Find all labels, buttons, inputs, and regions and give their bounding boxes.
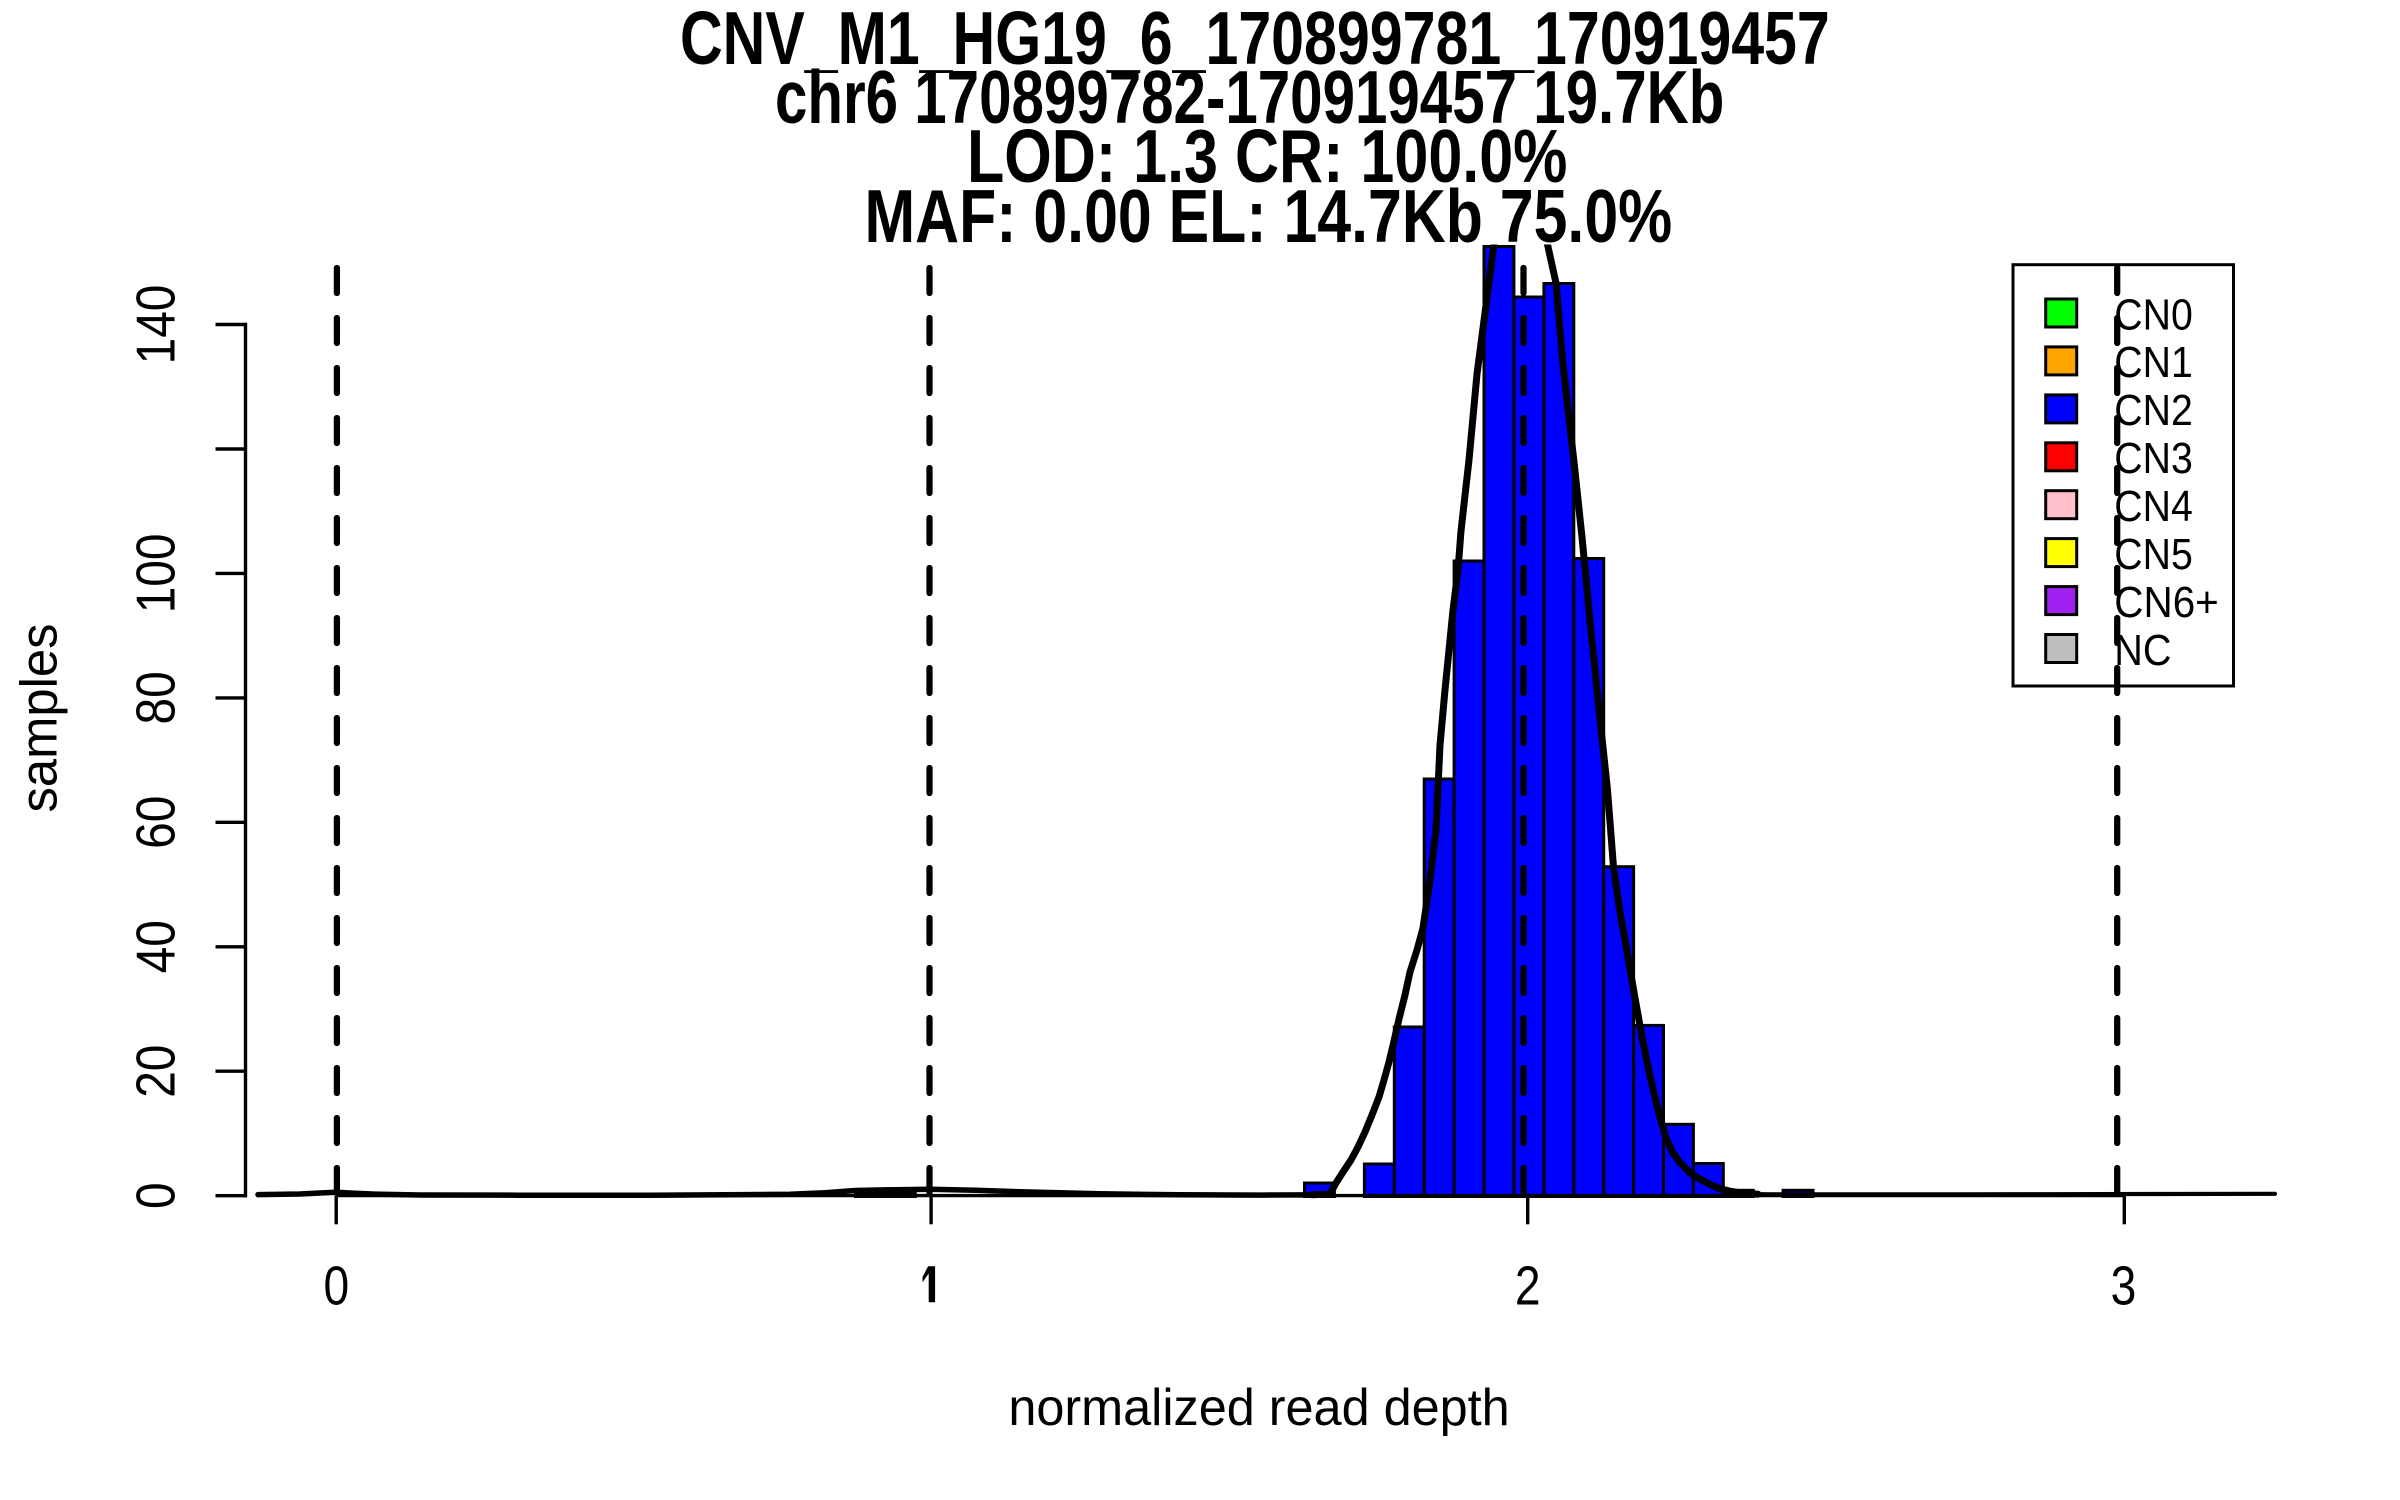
svg-text:2: 2	[1515, 1255, 1541, 1317]
svg-text:140: 140	[124, 285, 186, 365]
svg-text:LOD: 1.3 CR: 100.0%: LOD: 1.3 CR: 100.0%	[967, 115, 1567, 198]
svg-text:chr6 170899782-170919457 19.7K: chr6 170899782-170919457 19.7Kb	[775, 56, 1724, 140]
svg-text:CN3: CN3	[2114, 433, 2193, 483]
svg-text:CN2: CN2	[2114, 385, 2193, 435]
svg-text:20: 20	[124, 1045, 186, 1098]
svg-text:40: 40	[124, 920, 186, 973]
svg-text:NC: NC	[2114, 625, 2171, 674]
svg-text:0: 0	[124, 1182, 186, 1209]
svg-text:CN0: CN0	[2114, 289, 2193, 339]
svg-text:100: 100	[124, 533, 186, 613]
svg-text:CN5: CN5	[2114, 529, 2193, 579]
svg-text:MAF: 0.00 EL: 14.7Kb 75.0%: MAF: 0.00 EL: 14.7Kb 75.0%	[865, 175, 1673, 258]
svg-text:samples: samples	[9, 624, 68, 813]
svg-text:normalized read depth: normalized read depth	[1008, 1378, 1509, 1436]
svg-text:0: 0	[323, 1255, 349, 1317]
svg-text:CN4: CN4	[2114, 481, 2193, 531]
svg-text:CN1: CN1	[2114, 337, 2193, 387]
svg-text:CN6+: CN6+	[2114, 577, 2219, 626]
svg-text:60: 60	[124, 796, 186, 849]
svg-text:CNV_M1_HG19_6_170899781_170919: CNV_M1_HG19_6_170899781_170919457	[680, 0, 1830, 81]
svg-text:80: 80	[124, 671, 186, 724]
svg-text:3: 3	[2111, 1255, 2137, 1317]
